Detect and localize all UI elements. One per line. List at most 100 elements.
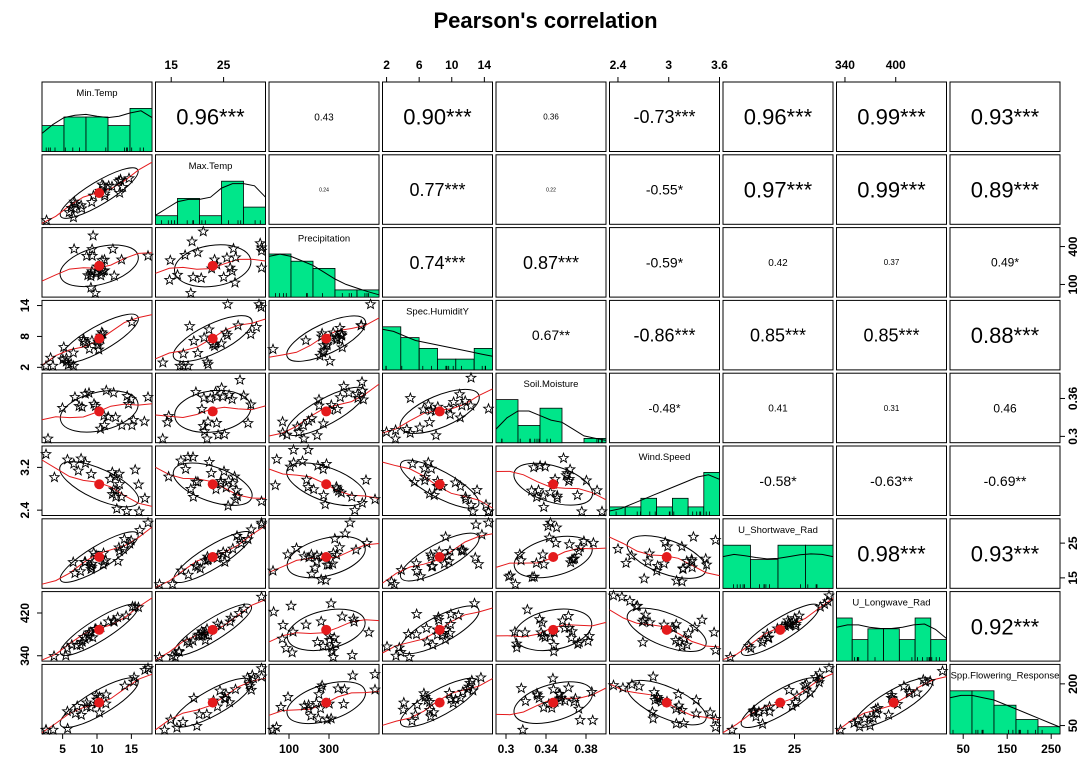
- scatter-point: [62, 358, 75, 370]
- panel-4-4: Soil.Moisture: [495, 372, 607, 444]
- confidence-ellipse: [399, 388, 480, 434]
- scatter-point: [813, 676, 826, 688]
- scatter-point: [704, 706, 717, 718]
- scatter-point: [813, 667, 826, 679]
- scatter-point: [696, 613, 709, 625]
- scatter-point: [648, 686, 661, 698]
- panel-frame: [949, 372, 1061, 444]
- confidence-ellipse: [513, 535, 593, 579]
- axis-right-4: 0.3 0.36: [1060, 386, 1080, 445]
- scatter-point: [676, 640, 689, 652]
- scatter-point: [441, 549, 454, 561]
- hist-bar: [993, 704, 1017, 735]
- scatter-point: [189, 385, 202, 398]
- mean-point: [775, 697, 786, 708]
- scatter-point: [463, 676, 476, 689]
- scatter-point: [562, 609, 575, 622]
- panel-0-5: -0.73***: [609, 81, 720, 152]
- panel-frame: [268, 518, 380, 589]
- mean-point: [94, 624, 105, 635]
- scatter-point: [96, 178, 109, 190]
- variable-name: Min.Temp: [76, 88, 117, 99]
- axis-tick-label: 25: [1066, 536, 1080, 550]
- scatter-point: [410, 557, 423, 569]
- scatter-point: [530, 490, 543, 503]
- scatter-point: [459, 394, 472, 407]
- scatter-point: [173, 645, 186, 658]
- scatter-point: [639, 608, 652, 620]
- panel-frame: [268, 445, 380, 516]
- scatter-point: [229, 683, 242, 695]
- scatter-point: [903, 687, 916, 699]
- scatter-point: [85, 195, 98, 208]
- mean-point: [94, 188, 105, 199]
- scatter-point: [574, 713, 587, 726]
- axis-tick-label: 100: [279, 742, 299, 756]
- scatter-point: [509, 577, 522, 590]
- scatter-point: [218, 692, 231, 704]
- mean-point: [775, 624, 786, 635]
- panel-frame: [382, 591, 493, 662]
- scatter-point: [348, 615, 361, 627]
- scatter-point: [113, 477, 126, 490]
- scatter-point: [566, 625, 579, 637]
- variable-name: Precipitation: [298, 234, 350, 245]
- panel-2-2: Precipitation: [268, 227, 380, 298]
- scatter-point: [482, 516, 495, 528]
- scatter-point: [502, 570, 515, 582]
- scatter-point: [97, 179, 110, 192]
- density-line: [495, 410, 607, 441]
- scatter-point: [310, 696, 323, 709]
- panel-frame: [836, 372, 947, 444]
- scatter-point: [453, 388, 466, 400]
- scatter-point: [107, 386, 120, 398]
- scatter-point: [536, 548, 549, 560]
- scatter-point: [212, 428, 225, 441]
- scatter-point: [352, 391, 365, 404]
- scatter-point: [67, 346, 80, 358]
- density-line: [949, 694, 1061, 728]
- scatter-point: [56, 401, 69, 414]
- hist-bar: [624, 506, 642, 516]
- scatter-point: [316, 679, 329, 691]
- scatter-point: [255, 590, 268, 602]
- scatter-point: [182, 568, 195, 580]
- scatter-point: [439, 530, 452, 542]
- scatter-point: [223, 388, 236, 401]
- scatter-point: [343, 386, 355, 398]
- panel-2-3: 0.74***: [382, 227, 493, 298]
- scatter-point: [190, 719, 203, 732]
- panel-frame: [155, 81, 266, 152]
- axis-tick-label: 14: [478, 58, 492, 72]
- scatter-point: [919, 675, 932, 687]
- panel-0-2: 0.43: [268, 81, 380, 152]
- scatter-point: [781, 614, 794, 626]
- panel-frame: [41, 518, 153, 589]
- scatter-point: [125, 419, 138, 431]
- scatter-point: [658, 557, 670, 569]
- panel-0-4: 0.36: [495, 81, 607, 152]
- scatter-point: [221, 251, 233, 263]
- scatter-point: [359, 473, 372, 486]
- scatter-point: [547, 683, 560, 695]
- scatter-point: [408, 475, 421, 488]
- scatter-point: [532, 483, 545, 496]
- scatter-point: [233, 532, 246, 545]
- scatter-point: [123, 172, 136, 184]
- scatter-point: [519, 695, 532, 707]
- correlation-label: 0.22: [546, 187, 556, 193]
- scatter-point: [291, 420, 304, 432]
- scatter-point: [636, 636, 649, 648]
- scatter-point: [203, 323, 216, 335]
- panel-0-3: 0.90***: [382, 81, 493, 152]
- scatter-point: [198, 628, 211, 640]
- scatter-point: [516, 723, 529, 735]
- scatter-point: [316, 327, 329, 339]
- scatter-point: [75, 202, 88, 214]
- scatter-point: [312, 712, 325, 724]
- scatter-point: [742, 639, 755, 652]
- hist-bar: [41, 125, 65, 152]
- hist-bar: [1037, 726, 1061, 735]
- hist-bar: [687, 506, 705, 516]
- scatter-point: [323, 633, 336, 646]
